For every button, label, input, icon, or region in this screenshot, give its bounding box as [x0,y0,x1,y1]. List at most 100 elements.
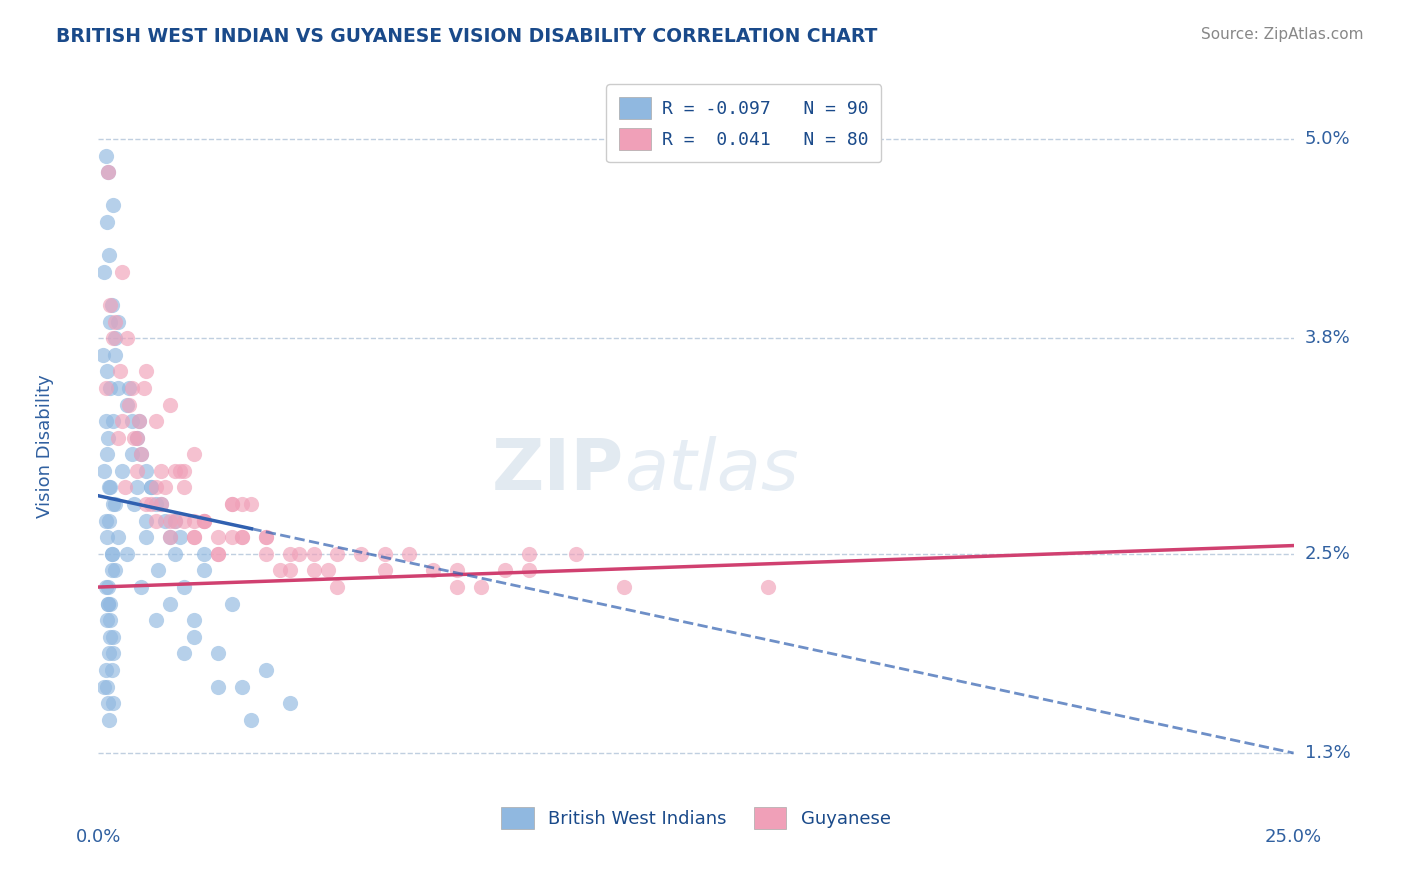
Point [183,530,205,544]
Point [108,364,131,378]
Point [124,431,146,445]
Point [96,613,118,627]
Point [115,547,138,561]
Point [98,298,122,312]
Point [97,165,120,179]
Point [111,265,134,279]
Point [193,547,215,561]
Point [183,530,205,544]
Point [101,331,124,345]
Point [93,680,115,694]
Point [163,514,186,528]
Point [169,464,191,478]
Point [94,148,117,162]
Point [183,514,205,528]
Text: 1.3%: 1.3% [1305,744,1350,762]
Text: Source: ZipAtlas.com: Source: ZipAtlas.com [1201,27,1364,42]
Point [221,497,243,511]
Point [125,431,148,445]
Point [169,530,191,544]
Point [183,613,205,627]
Point [145,414,167,428]
Text: 2.5%: 2.5% [1305,545,1351,563]
Point [101,547,124,561]
Point [98,381,122,395]
Point [278,564,301,578]
Point [422,564,444,578]
Point [173,580,195,594]
Point [302,547,325,561]
Point [374,547,396,561]
Point [159,530,181,544]
Point [193,564,215,578]
Text: atlas: atlas [624,436,799,506]
Point [173,481,195,495]
Point [145,497,167,511]
Point [93,464,115,478]
Point [115,331,138,345]
Point [107,381,129,395]
Point [98,597,122,611]
Point [125,431,148,445]
Point [155,481,177,495]
Point [159,530,181,544]
Point [193,514,215,528]
Point [207,647,229,661]
Point [207,547,229,561]
Text: Vision Disability: Vision Disability [35,374,53,518]
Point [97,514,120,528]
Point [446,580,468,594]
Point [254,530,277,544]
Point [183,630,205,644]
Point [97,647,120,661]
Point [97,431,120,445]
Point [128,414,150,428]
Point [104,348,127,362]
Point [114,481,136,495]
Point [398,547,420,561]
Point [94,414,117,428]
Text: 3.8%: 3.8% [1305,329,1350,347]
Point [101,630,124,644]
Point [613,580,636,594]
Point [135,497,157,511]
Point [98,314,122,328]
Point [139,481,162,495]
Point [494,564,516,578]
Point [96,215,118,229]
Point [101,298,124,312]
Point [139,481,162,495]
Point [101,414,124,428]
Point [96,364,118,378]
Point [107,314,129,328]
Point [221,597,243,611]
Point [115,397,138,411]
Point [94,663,117,677]
Point [221,497,243,511]
Point [163,514,186,528]
Point [193,514,215,528]
Point [131,447,153,461]
Point [101,564,124,578]
Point [288,547,311,561]
Point [94,381,117,395]
Point [101,497,124,511]
Point [104,331,127,345]
Point [173,514,195,528]
Point [278,696,301,710]
Point [111,414,134,428]
Point [131,580,153,594]
Point [101,696,124,710]
Text: BRITISH WEST INDIAN VS GUYANESE VISION DISABILITY CORRELATION CHART: BRITISH WEST INDIAN VS GUYANESE VISION D… [56,27,877,45]
Point [135,514,157,528]
Text: 0.0%: 0.0% [76,828,121,846]
Point [101,663,124,677]
Point [269,564,291,578]
Point [193,514,215,528]
Point [326,580,349,594]
Point [350,547,373,561]
Point [155,514,177,528]
Point [104,564,127,578]
Point [145,514,167,528]
Text: 5.0%: 5.0% [1305,130,1350,148]
